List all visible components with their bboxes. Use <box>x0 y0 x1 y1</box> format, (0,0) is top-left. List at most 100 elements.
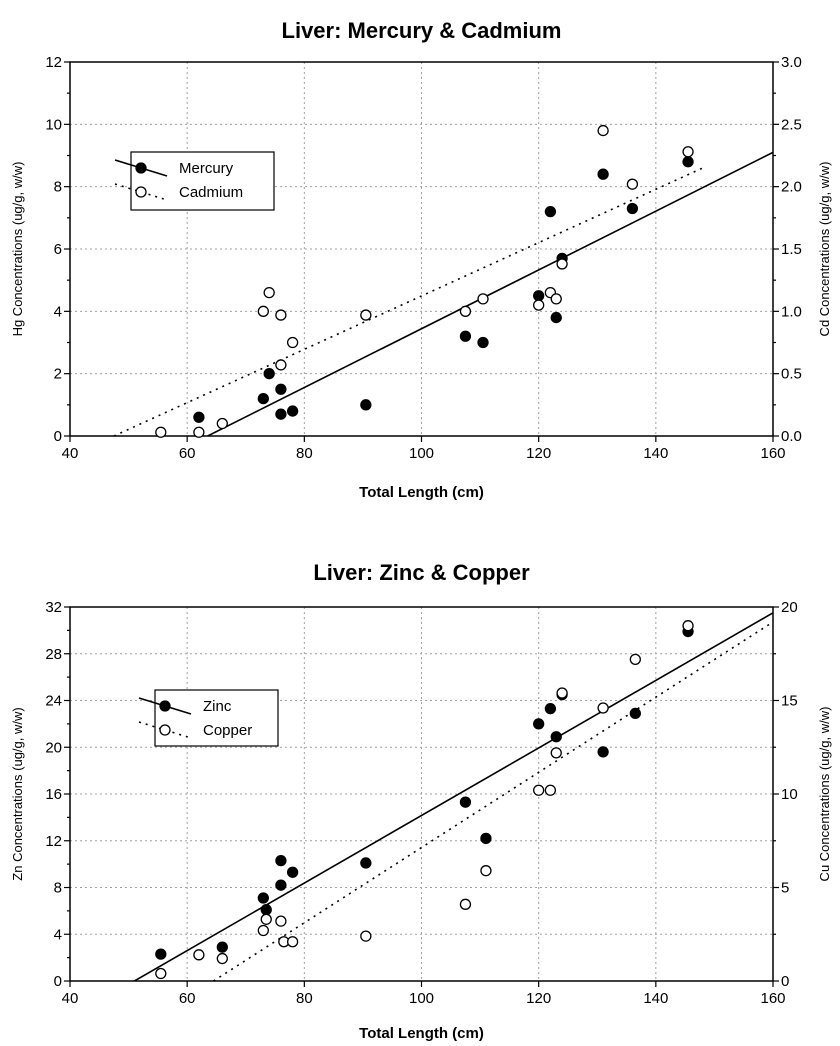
copper-point <box>275 915 287 927</box>
plot-frame <box>69 606 774 982</box>
cadmium-point <box>550 293 562 305</box>
copper-point <box>682 620 694 632</box>
y-right-tick-label: 2.0 <box>781 179 802 196</box>
y-left-tick-label: 32 <box>45 599 62 616</box>
y-left-tick-label: 2 <box>54 366 62 383</box>
copper-point <box>597 702 609 714</box>
y-right-tick-label: 0 <box>781 973 789 990</box>
y-left-tick-label: 6 <box>54 241 62 258</box>
mercury-point <box>682 156 694 168</box>
plot-frame <box>69 61 774 437</box>
y-left-tick-label: 4 <box>54 926 62 943</box>
mercury-point <box>550 311 562 324</box>
y-right-tick-label: 2.5 <box>781 116 802 133</box>
legend: Mercury Cadmium <box>114 151 275 211</box>
legend-marker-cadmium <box>135 186 147 198</box>
mercury-point <box>286 405 299 417</box>
y-left-tick-label: 12 <box>45 54 62 71</box>
mercury-point <box>360 399 372 411</box>
cadmium-point <box>459 305 472 317</box>
y-left-tick-label: 8 <box>54 880 62 897</box>
chart-title: Liver: Mercury & Cadmium <box>282 18 562 43</box>
y-right-tick-label: 1.5 <box>781 241 802 258</box>
cadmium-point <box>556 258 568 270</box>
mercury-point <box>459 330 472 342</box>
copper-point <box>544 784 557 796</box>
x-tick-label: 100 <box>409 990 434 1007</box>
zinc-point <box>550 731 562 743</box>
y-left-tick-label: 12 <box>45 833 62 850</box>
cadmium-point <box>597 124 609 137</box>
x-tick-label: 80 <box>296 990 313 1007</box>
y-right-tick-label: 10 <box>781 786 798 803</box>
zinc-point <box>629 707 641 720</box>
cadmium-point <box>193 426 205 438</box>
y-right-tick-label: 0.0 <box>781 428 802 445</box>
copper-point <box>260 913 272 925</box>
cadmium-point <box>626 178 639 190</box>
cadmium-point <box>360 309 372 321</box>
x-axis-label: Total Length (cm) <box>359 1025 484 1042</box>
zinc-point <box>360 857 372 869</box>
copper-point <box>286 936 299 948</box>
legend-box <box>130 151 275 211</box>
x-axis-label: Total Length (cm) <box>359 484 484 501</box>
legend-marker-mercury <box>135 162 147 174</box>
mercury-point <box>544 205 557 218</box>
x-tick-label: 60 <box>179 990 196 1007</box>
zinc-point <box>597 746 609 758</box>
x-tick-label: 140 <box>643 990 668 1007</box>
y-left-tick-label: 20 <box>45 739 62 756</box>
copper-point <box>257 924 269 937</box>
cadmium-point <box>682 146 694 158</box>
mercury-regression-line <box>207 151 773 436</box>
cadmium-point <box>275 309 287 321</box>
mercury-point <box>193 411 205 423</box>
y-left-tick-label: 8 <box>54 179 62 196</box>
cadmium-point <box>257 305 269 317</box>
y-left-tick-label: 4 <box>54 303 62 320</box>
zinc-point <box>459 796 472 808</box>
y-right-tick-label: 0.5 <box>781 366 802 383</box>
cadmium-point <box>155 426 167 438</box>
y-right-tick-label: 5 <box>781 880 789 897</box>
copper-point <box>550 747 562 759</box>
x-tick-label: 40 <box>62 990 79 1007</box>
x-tick-label: 100 <box>409 445 434 462</box>
y-left-tick-label: 10 <box>45 116 62 133</box>
cadmium-point <box>477 293 489 305</box>
x-tick-label: 160 <box>760 445 785 462</box>
y-right-tick-label: 1.0 <box>781 303 802 320</box>
zinc-point <box>286 866 299 878</box>
copper-point <box>193 949 205 961</box>
x-tick-label: 80 <box>296 445 313 462</box>
copper-point <box>155 967 167 980</box>
zinc-point <box>257 892 269 904</box>
cadmium-point <box>286 336 299 349</box>
cadmium-regression-line <box>113 167 704 436</box>
mercury-point <box>275 383 287 395</box>
x-tick-label: 60 <box>179 445 196 462</box>
y-left-tick-label: 0 <box>54 428 62 445</box>
copper-point <box>216 952 228 965</box>
y-right-tick-label: 20 <box>781 599 798 616</box>
x-tick-label: 160 <box>760 990 785 1007</box>
legend-box <box>154 689 279 747</box>
copper-point <box>360 930 372 942</box>
x-tick-label: 120 <box>526 990 551 1007</box>
x-tick-label: 40 <box>62 445 79 462</box>
cadmium-point <box>275 359 287 371</box>
x-tick-label: 120 <box>526 445 551 462</box>
copper-point <box>459 898 472 910</box>
legend-marker-copper <box>159 724 171 736</box>
chart-title: Liver: Zinc & Copper <box>313 560 530 585</box>
cadmium-point <box>216 417 228 430</box>
y-right-tick-label: 15 <box>781 693 798 710</box>
zinc-point <box>275 879 287 891</box>
mercury-point <box>257 392 269 405</box>
mercury-point <box>263 368 275 380</box>
mercury-point <box>597 168 609 180</box>
mercury-point <box>533 290 545 302</box>
